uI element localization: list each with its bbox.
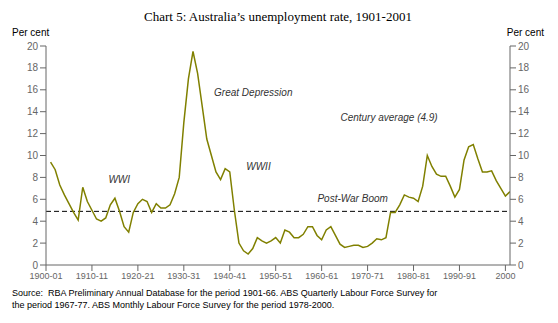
svg-text:14: 14 bbox=[27, 106, 39, 117]
svg-text:Post-War Boom: Post-War Boom bbox=[317, 193, 387, 204]
svg-text:1950-51: 1950-51 bbox=[259, 271, 292, 281]
svg-text:Great Depression: Great Depression bbox=[214, 87, 293, 98]
svg-text:6: 6 bbox=[518, 194, 524, 205]
svg-text:2000: 2000 bbox=[495, 271, 515, 281]
svg-text:4: 4 bbox=[518, 216, 524, 227]
svg-text:1990-91: 1990-91 bbox=[443, 271, 476, 281]
svg-text:20: 20 bbox=[27, 41, 39, 52]
html-text:Per cent: Per cent bbox=[506, 27, 544, 38]
svg-text:1970-71: 1970-71 bbox=[351, 271, 384, 281]
html-text:Source: RBA Preliminary Annual: Source: RBA Preliminary Annual Database … bbox=[12, 288, 438, 310]
svg-text:16: 16 bbox=[518, 84, 530, 95]
svg-text:Century average (4.9): Century average (4.9) bbox=[340, 112, 437, 123]
svg-text:8: 8 bbox=[518, 172, 524, 183]
svg-text:6: 6 bbox=[32, 194, 38, 205]
svg-text:1930-31: 1930-31 bbox=[167, 271, 200, 281]
svg-text:1910-11: 1910-11 bbox=[76, 271, 108, 281]
svg-text:10: 10 bbox=[518, 150, 530, 161]
svg-text:18: 18 bbox=[518, 62, 530, 73]
svg-text:1980-81: 1980-81 bbox=[397, 271, 430, 281]
svg-text:0: 0 bbox=[518, 260, 524, 271]
svg-text:16: 16 bbox=[27, 84, 39, 95]
svg-text:WWI: WWI bbox=[108, 174, 130, 185]
svg-text:4: 4 bbox=[32, 216, 38, 227]
svg-text:20: 20 bbox=[518, 41, 530, 52]
svg-text:1940-41: 1940-41 bbox=[213, 271, 246, 281]
svg-text:12: 12 bbox=[518, 128, 530, 139]
svg-text:0: 0 bbox=[32, 260, 38, 271]
svg-text:WWII: WWII bbox=[246, 161, 271, 172]
svg-text:2: 2 bbox=[518, 238, 524, 249]
svg-text:10: 10 bbox=[27, 150, 39, 161]
html-text:Per cent: Per cent bbox=[12, 27, 50, 38]
svg-text:18: 18 bbox=[27, 62, 39, 73]
svg-text:1900-01: 1900-01 bbox=[29, 271, 62, 281]
svg-text:1960-61: 1960-61 bbox=[305, 271, 338, 281]
svg-text:8: 8 bbox=[32, 172, 38, 183]
html-text:Chart 5: Australia’s unemploym: Chart 5: Australia’s unemployment rate, … bbox=[144, 9, 412, 24]
svg-text:12: 12 bbox=[27, 128, 39, 139]
svg-text:1920-21: 1920-21 bbox=[121, 271, 154, 281]
svg-text:14: 14 bbox=[518, 106, 530, 117]
svg-text:2: 2 bbox=[32, 238, 38, 249]
